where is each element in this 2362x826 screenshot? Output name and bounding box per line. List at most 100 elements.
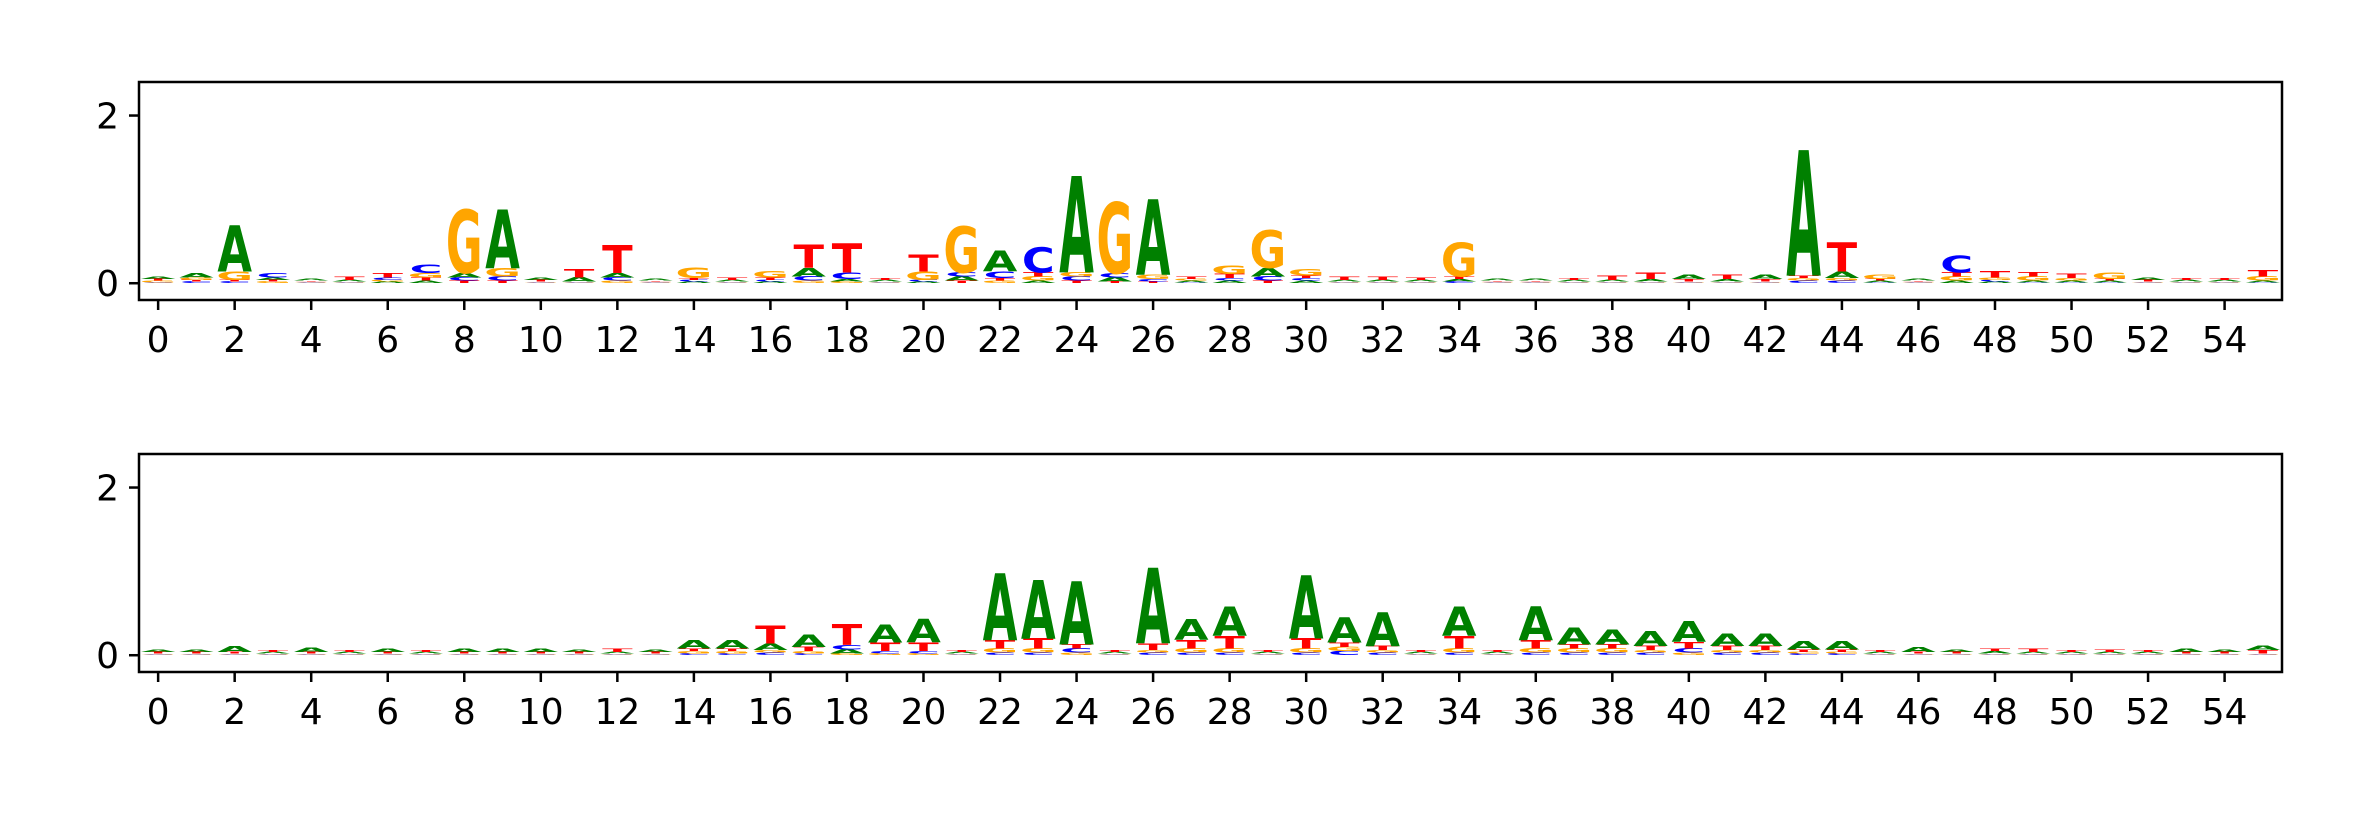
logo-letter-G: G bbox=[331, 281, 368, 282]
x-tick-label: 32 bbox=[1360, 692, 1406, 733]
logo-letter-C: C bbox=[1749, 652, 1782, 656]
logo-letter-C: C bbox=[1060, 275, 1093, 282]
logo-letter-C: C bbox=[1060, 647, 1093, 654]
logo-letter-G: G bbox=[255, 281, 292, 284]
logo-letter-T: T bbox=[2095, 279, 2126, 282]
logo-letter-A: A bbox=[332, 652, 367, 655]
logo-letter-C: C bbox=[295, 282, 328, 283]
logo-letter-G: G bbox=[1632, 281, 1669, 282]
logo-letter-T: T bbox=[2171, 652, 2202, 655]
logo-letter-A: A bbox=[485, 648, 520, 653]
logo-letter-T: T bbox=[1674, 640, 1704, 651]
logo-letter-C: C bbox=[1366, 652, 1399, 656]
logo-letter-G: G bbox=[1135, 274, 1172, 281]
logo-letter-T: T bbox=[219, 280, 250, 283]
logo-letter-T: T bbox=[870, 640, 902, 653]
logo-letter-G: G bbox=[752, 650, 789, 654]
logo-letter-C: C bbox=[1328, 650, 1361, 657]
logo-letter-T: T bbox=[1253, 650, 1284, 653]
logo-letter-G: G bbox=[484, 653, 521, 654]
logo-letter-T: T bbox=[1100, 281, 1131, 284]
logo-letter-G: G bbox=[178, 277, 215, 281]
logo-letter-T: T bbox=[1367, 276, 1398, 281]
logo-letter-A: A bbox=[2207, 280, 2242, 283]
logo-letter-T: T bbox=[487, 652, 518, 655]
x-tick-label: 44 bbox=[1819, 320, 1865, 361]
logo-letter-A: A bbox=[1289, 280, 1324, 284]
logo-letter-A: A bbox=[1174, 280, 1209, 283]
x-tick-label: 48 bbox=[1972, 692, 2018, 733]
logo-letter-T: T bbox=[1750, 279, 1781, 283]
logo-letter-G: G bbox=[790, 280, 827, 284]
logo-letter-C: C bbox=[218, 654, 251, 655]
logo-letter-A: A bbox=[1901, 279, 1936, 282]
logo-letter-A: A bbox=[217, 644, 252, 654]
logo-letter-A: A bbox=[1289, 559, 1324, 659]
logo-letter-A: A bbox=[2016, 280, 2051, 283]
logo-letter-T: T bbox=[411, 650, 442, 653]
axes-frame bbox=[137, 452, 2284, 674]
x-tick-label: 6 bbox=[376, 692, 399, 733]
logo-letter-T: T bbox=[908, 640, 940, 653]
logo-letter-A: A bbox=[1442, 600, 1477, 646]
x-tick-label: 48 bbox=[1972, 320, 2018, 361]
logo-letter-C: C bbox=[1940, 654, 1973, 655]
logo-letter-A: A bbox=[906, 614, 941, 651]
logo-letter-C: C bbox=[1213, 652, 1246, 656]
logo-letter-A: A bbox=[1365, 280, 1400, 283]
logo-letter-A: A bbox=[1978, 651, 2013, 655]
logo-letter-G: G bbox=[1747, 281, 1784, 282]
logo-letter-A: A bbox=[1710, 630, 1746, 650]
logo-letter-G: G bbox=[1747, 650, 1784, 654]
logo-letter-G: G bbox=[714, 281, 751, 282]
logo-letter-A: A bbox=[1212, 280, 1247, 284]
logo-letter-A: A bbox=[1021, 566, 1056, 659]
logo-letter-A: A bbox=[447, 648, 482, 653]
logo-letter-T: T bbox=[258, 650, 289, 653]
logo-letter-A: A bbox=[179, 272, 214, 279]
logo-letter-G: G bbox=[1020, 275, 1057, 282]
logo-letter-T: T bbox=[679, 648, 710, 652]
logo-letter-G: G bbox=[1556, 647, 1593, 654]
logo-letter-A: A bbox=[1021, 280, 1056, 284]
logo-letter-T: T bbox=[1750, 645, 1781, 652]
logo-letter-T: T bbox=[181, 280, 212, 283]
logo-letter-T: T bbox=[947, 650, 978, 653]
logo-letter-T: T bbox=[1559, 643, 1590, 650]
logo-letter-G: G bbox=[369, 653, 406, 654]
logo-letter-T: T bbox=[219, 652, 250, 655]
logo-letter-C: C bbox=[333, 282, 366, 283]
logo-letter-G: G bbox=[1135, 650, 1172, 654]
x-tick-label: 22 bbox=[977, 320, 1023, 361]
logo-letter-C: C bbox=[2093, 654, 2126, 655]
logo-letter-G: G bbox=[2206, 653, 2243, 654]
logo-letter-T: T bbox=[1521, 281, 1552, 282]
logo-letter-G: G bbox=[943, 213, 980, 287]
logo-letter-C: C bbox=[2055, 654, 2088, 655]
logo-letter-G: G bbox=[561, 281, 598, 282]
logo-letter-G: G bbox=[522, 281, 559, 282]
logo-letter-C: C bbox=[1443, 281, 1476, 284]
logo-letter-A: A bbox=[1825, 270, 1860, 281]
logo-letter-C: C bbox=[257, 272, 290, 279]
logo-letter-T: T bbox=[717, 648, 748, 652]
logo-letter-T: T bbox=[1406, 650, 1437, 653]
logo-letter-C: C bbox=[1405, 654, 1438, 655]
logo-letter-G: G bbox=[982, 280, 1019, 284]
logo-letter-A: A bbox=[715, 280, 750, 283]
logo-letter-A: A bbox=[485, 195, 520, 288]
logo-letter-C: C bbox=[869, 282, 902, 283]
logo-letter-C: C bbox=[907, 280, 940, 283]
x-tick-label: 46 bbox=[1896, 320, 1942, 361]
logo-letter-G: G bbox=[446, 194, 483, 294]
logo-letter-A: A bbox=[1174, 613, 1209, 647]
logo-letter-A: A bbox=[1557, 280, 1592, 283]
logo-letter-C: C bbox=[486, 654, 519, 655]
logo-letter-C: C bbox=[1864, 654, 1897, 655]
logo-letter-T: T bbox=[487, 280, 518, 284]
logo-letter-A: A bbox=[983, 245, 1018, 279]
logo-letter-G: G bbox=[293, 281, 330, 282]
x-tick-label: 30 bbox=[1283, 692, 1329, 733]
logo-letter-C: C bbox=[1826, 653, 1859, 656]
logo-letter-T: T bbox=[1941, 271, 1972, 278]
